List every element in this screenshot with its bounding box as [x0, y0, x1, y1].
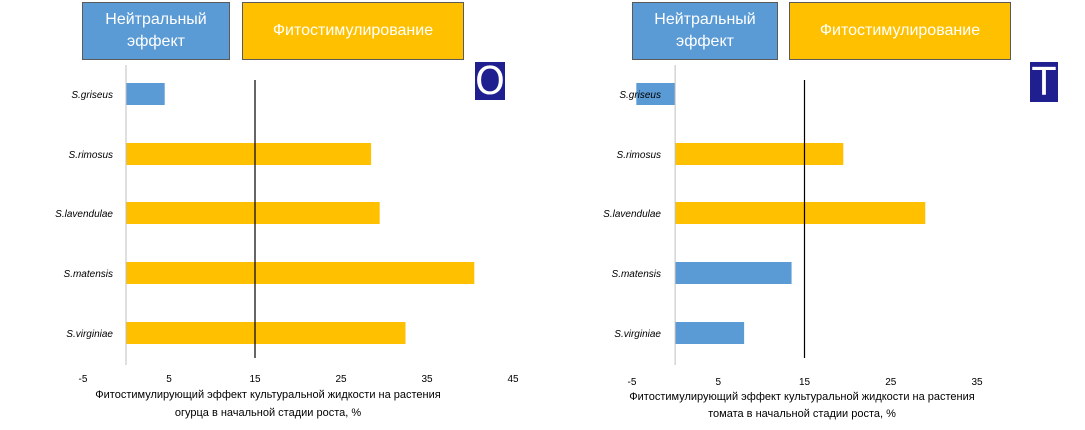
category-label-0-2: S.lavendulae	[55, 209, 113, 220]
x-axis-label-1-1: томата в начальной стадии роста, %	[708, 408, 896, 420]
legend-stimulation-left: Фитостимулирование	[242, 2, 464, 60]
tick-label-0-1: 5	[166, 374, 172, 385]
bar-cucumber-2	[126, 202, 380, 224]
category-label-1-4: S.virginiae	[614, 329, 661, 340]
category-label-1-3: S.matensis	[612, 269, 661, 280]
category-label-1-2: S.lavendulae	[603, 209, 661, 220]
tick-label-0-4: 35	[421, 374, 433, 385]
legend-stimulation-right: Фитостимулирование	[789, 2, 1011, 60]
bar-cucumber-4	[126, 322, 406, 344]
category-label-0-1: S.rimosus	[69, 150, 113, 161]
x-axis-label-0-1: огурца в начальной стадии роста, %	[175, 407, 362, 419]
legend-neutral-right: Нейтральный эффект	[632, 2, 778, 60]
category-label-0-3: S.matensis	[64, 269, 113, 280]
tick-label-0-2: 15	[249, 374, 261, 385]
x-axis-label-0-0: Фитостимулирующий эффект культуральной ж…	[95, 389, 440, 401]
x-axis-label-1-0: Фитостимулирующий эффект культуральной ж…	[629, 391, 974, 403]
tick-label-1-3: 25	[885, 377, 897, 388]
legend-neutral-left: Нейтральный эффект	[82, 2, 230, 60]
bar-tomato-4	[675, 322, 745, 344]
bar-tomato-1	[675, 143, 844, 165]
category-label-0-0: S.griseus	[71, 90, 113, 101]
tick-label-1-4: 35	[971, 377, 983, 388]
bar-tomato-2	[675, 202, 926, 224]
tick-label-1-1: 5	[715, 377, 721, 388]
category-label-1-1: S.rimosus	[617, 150, 661, 161]
tick-label-0-3: 25	[335, 374, 347, 385]
category-label-0-4: S.virginiae	[66, 329, 113, 340]
tick-label-1-2: 15	[799, 377, 811, 388]
bar-cucumber-3	[126, 262, 475, 284]
bar-tomato-3	[675, 262, 792, 284]
tick-label-0-5: 45	[507, 374, 519, 385]
category-label-1-0: S.griseus	[619, 90, 661, 101]
bar-cucumber-1	[126, 143, 372, 165]
chart-badge-cucumber: O	[475, 59, 505, 103]
tick-label-1-0: -5	[628, 377, 637, 388]
tick-label-0-0: -5	[79, 374, 88, 385]
bar-cucumber-0	[126, 83, 165, 105]
chart-badge-tomato: T	[1030, 62, 1058, 102]
bar-tomato-0	[636, 83, 676, 105]
